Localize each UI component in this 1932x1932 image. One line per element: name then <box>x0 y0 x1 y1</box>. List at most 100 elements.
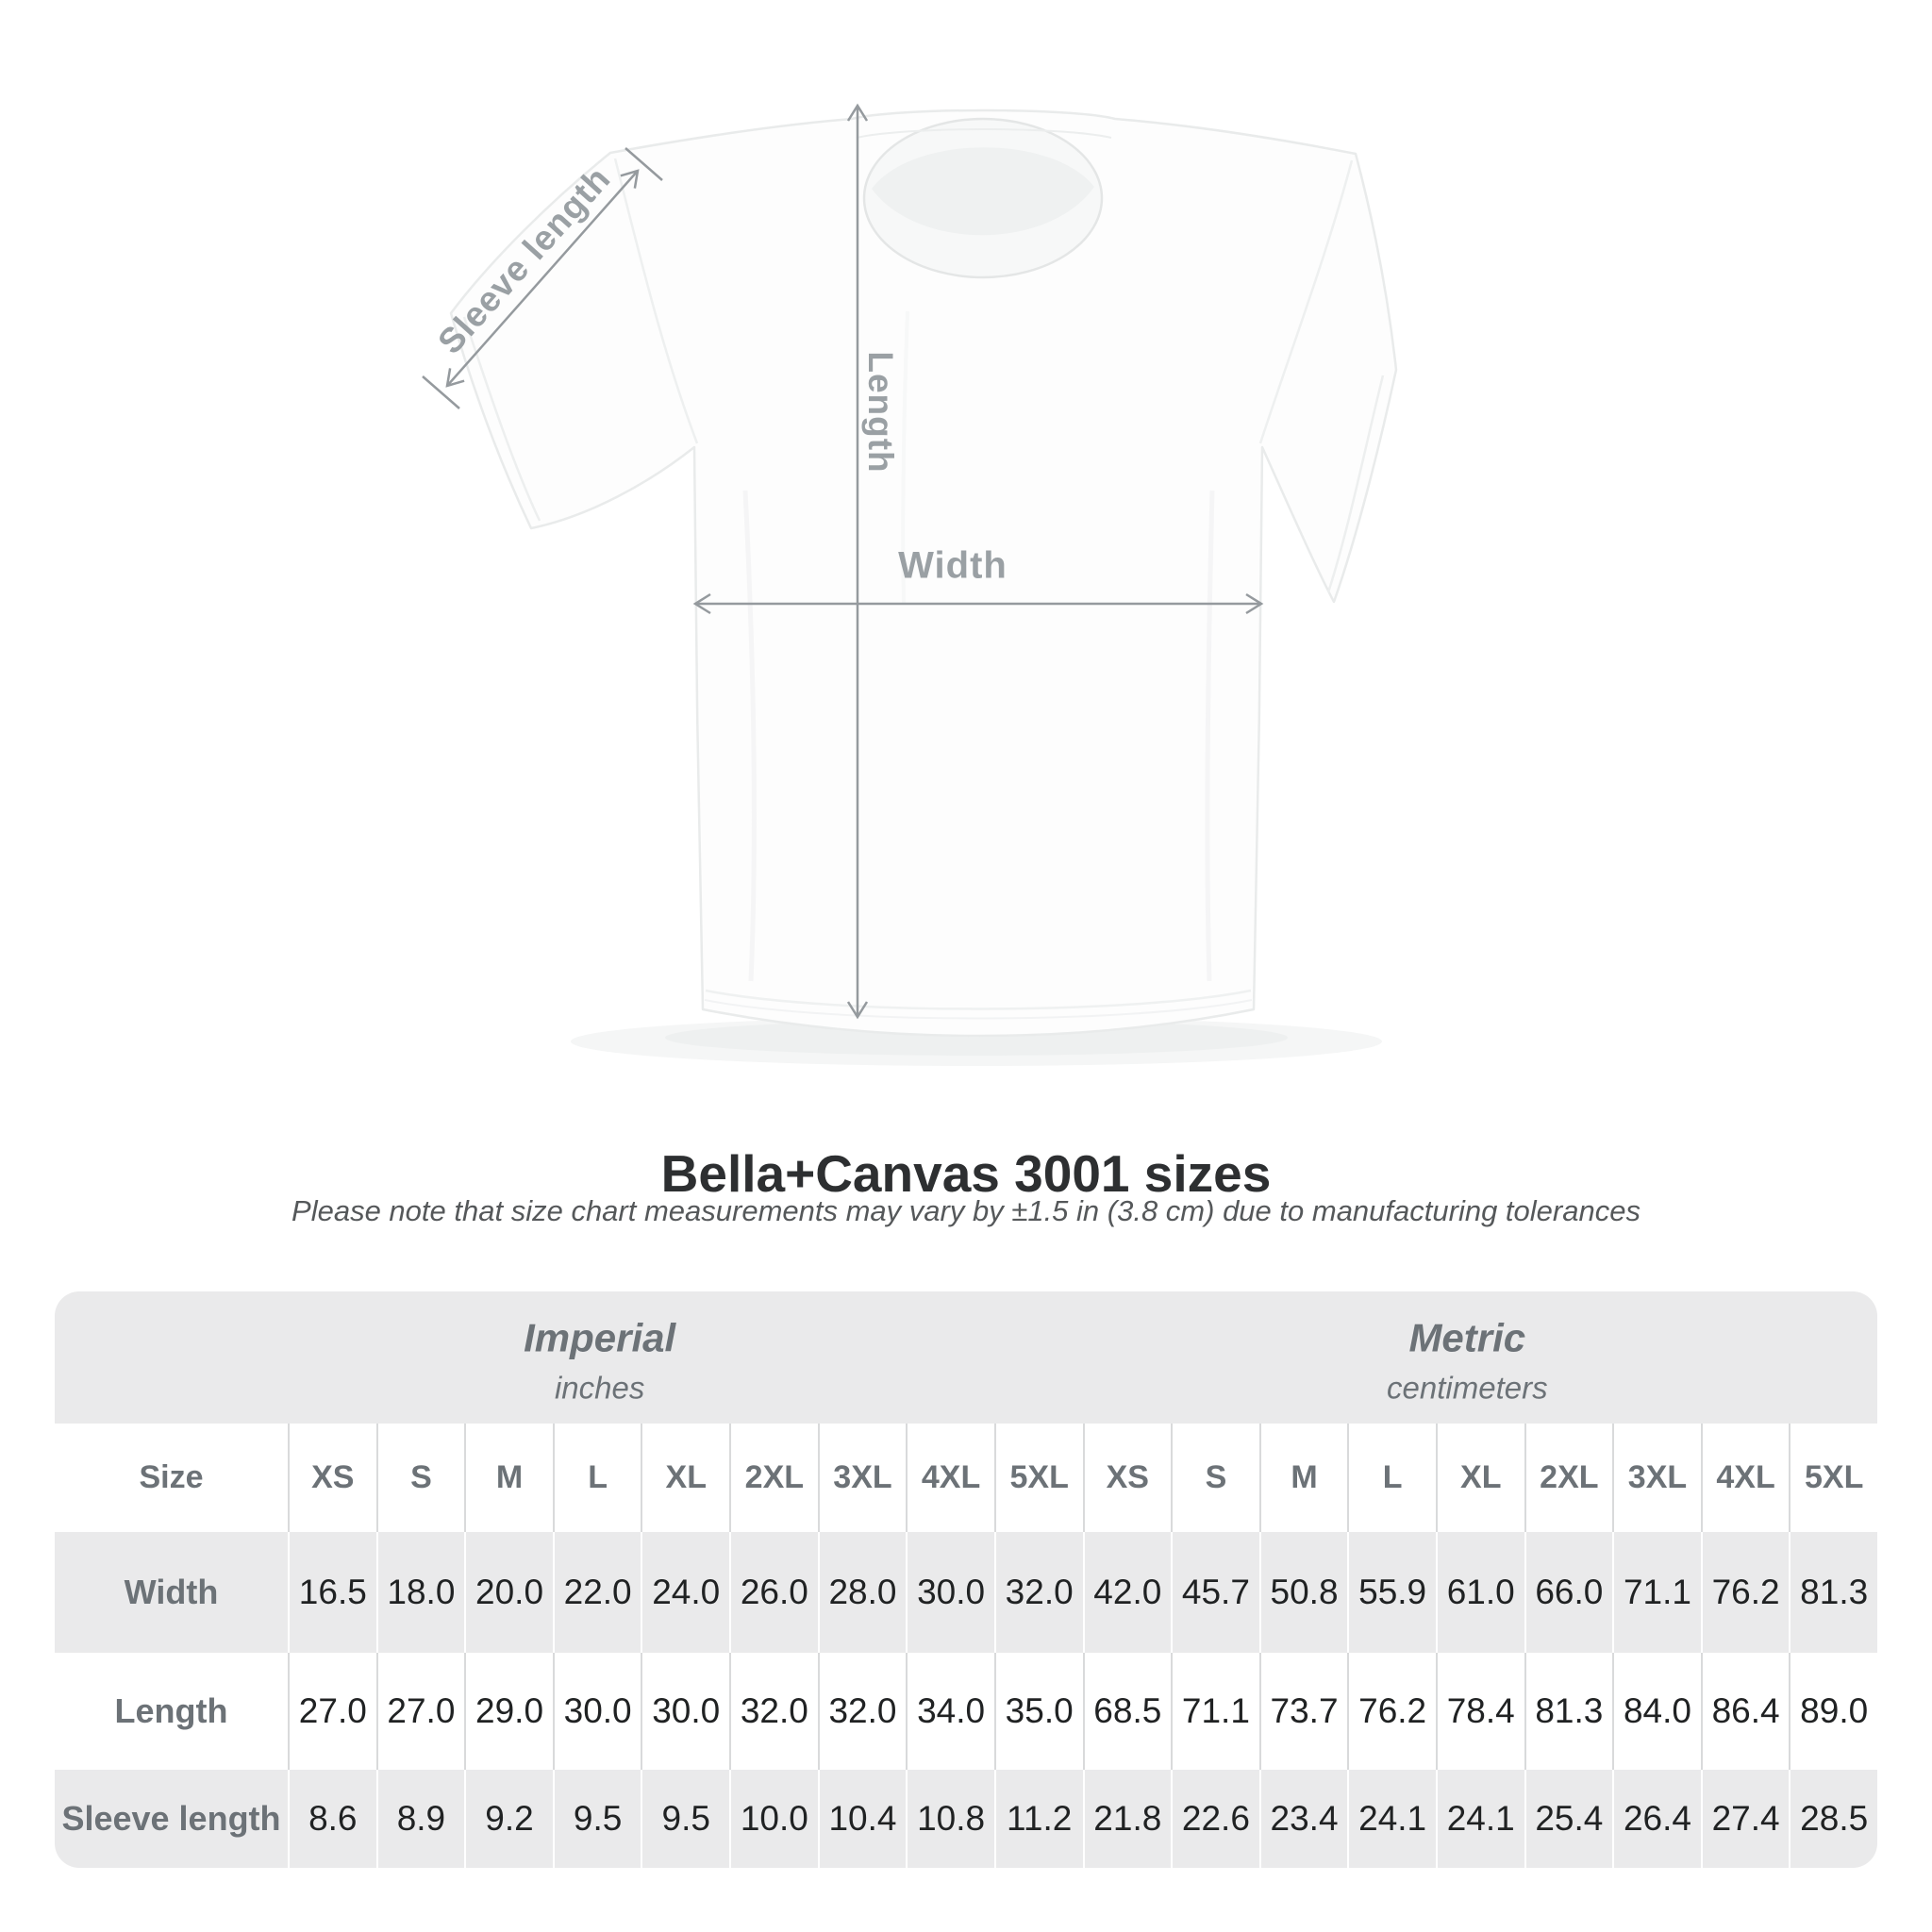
size-header-cell: 5XL <box>1789 1424 1877 1532</box>
value-cell: 71.1 <box>1171 1653 1259 1770</box>
tshirt-illustration <box>422 103 1398 1056</box>
value-cell: 9.5 <box>641 1770 729 1868</box>
value-cell: 28.0 <box>817 1532 907 1653</box>
value-cell: 81.3 <box>1789 1532 1877 1653</box>
size-header-cell: 2XL <box>729 1424 818 1532</box>
value-cell: 24.1 <box>1435 1770 1524 1868</box>
metric-group-unit: centimeters <box>1387 1371 1548 1407</box>
size-header-cell: XL <box>1435 1424 1524 1532</box>
value-cell: 45.7 <box>1171 1532 1259 1653</box>
value-cell: 76.2 <box>1700 1532 1790 1653</box>
value-cell: 30.0 <box>641 1653 729 1770</box>
imperial-group-header: Imperial inches <box>524 1316 675 1407</box>
size-header-cell: XS <box>288 1424 376 1532</box>
bottom-hem-stitch <box>705 989 1252 1010</box>
fold-line <box>1205 490 1215 982</box>
value-cell: 32.0 <box>993 1532 1083 1653</box>
row-label: Sleeve length <box>61 1799 281 1838</box>
size-header-cell: M <box>464 1424 553 1532</box>
sleeve-arrow-start-tick <box>422 375 460 409</box>
value-cell: 26.0 <box>729 1532 818 1653</box>
value-cell: 11.2 <box>993 1770 1083 1868</box>
right-cuff-hem <box>1326 375 1385 593</box>
size-header-cell: M <box>1258 1424 1348 1532</box>
value-cell: 22.6 <box>1171 1770 1259 1868</box>
value-cell: 24.0 <box>641 1532 729 1653</box>
value-cell: 86.4 <box>1700 1653 1790 1770</box>
size-header-cell: XL <box>641 1424 729 1532</box>
value-cell: 27.0 <box>375 1653 465 1770</box>
collar-seam <box>856 128 1112 139</box>
value-cell: 81.3 <box>1524 1653 1613 1770</box>
imperial-group-unit: inches <box>554 1371 645 1407</box>
right-armhole-seam <box>1258 159 1354 444</box>
metric-group-title: Metric <box>1408 1315 1526 1360</box>
value-cell: 30.0 <box>552 1653 641 1770</box>
unit-group-header-band: Imperial inches Metric centimeters <box>55 1291 1877 1424</box>
width-label: Width <box>898 544 1008 587</box>
size-header-cell: L <box>1347 1424 1436 1532</box>
value-cell: 50.8 <box>1258 1532 1348 1653</box>
value-cell: 22.0 <box>552 1532 641 1653</box>
value-cell: 34.0 <box>906 1653 994 1770</box>
metric-group-header: Metric centimeters <box>1387 1316 1548 1407</box>
size-column-header: Size <box>139 1459 204 1495</box>
size-header-cell: XS <box>1082 1424 1172 1532</box>
size-header-cell: S <box>375 1424 465 1532</box>
size-header-cell: L <box>552 1424 641 1532</box>
size-header-cell: 3XL <box>1612 1424 1701 1532</box>
value-cell: 28.5 <box>1789 1770 1877 1868</box>
imperial-group-title: Imperial <box>524 1315 676 1360</box>
value-cell: 29.0 <box>464 1653 553 1770</box>
value-cell: 25.4 <box>1524 1770 1613 1868</box>
fold-line <box>742 490 757 982</box>
value-cell: 24.1 <box>1347 1770 1436 1868</box>
size-header-cell: 4XL <box>1700 1424 1790 1532</box>
value-cell: 73.7 <box>1258 1653 1348 1770</box>
row-label: Length <box>114 1691 228 1730</box>
value-cell: 16.5 <box>288 1532 376 1653</box>
value-cell: 89.0 <box>1789 1653 1877 1770</box>
collar-back-panel <box>872 147 1094 236</box>
value-cell: 23.4 <box>1258 1770 1348 1868</box>
value-cell: 9.2 <box>464 1770 553 1868</box>
tolerance-note: Please note that size chart measurements… <box>291 1194 1641 1227</box>
width-row: Width 16.5 18.0 20.0 22.0 24.0 26.0 28.0… <box>55 1532 1877 1653</box>
value-cell: 76.2 <box>1347 1653 1436 1770</box>
value-cell: 10.4 <box>817 1770 907 1868</box>
page-title: Bella+Canvas 3001 sizes <box>660 1144 1272 1203</box>
sleeve-arrow-end-tick <box>625 147 663 181</box>
bottom-hem-stitch-2 <box>704 999 1253 1020</box>
value-cell: 9.5 <box>552 1770 641 1868</box>
value-cell: 66.0 <box>1524 1532 1613 1653</box>
value-cell: 32.0 <box>817 1653 907 1770</box>
value-cell: 42.0 <box>1082 1532 1172 1653</box>
value-cell: 27.0 <box>288 1653 376 1770</box>
value-cell: 61.0 <box>1435 1532 1524 1653</box>
value-cell: 20.0 <box>464 1532 553 1653</box>
value-cell: 21.8 <box>1082 1770 1172 1868</box>
tshirt-measurement-diagram: Sleeve length Length Width <box>422 103 1398 1056</box>
size-header-cell: 3XL <box>817 1424 907 1532</box>
length-label: Length <box>861 351 900 474</box>
sleeve-length-row: Sleeve length 8.6 8.9 9.2 9.5 9.5 10.0 1… <box>55 1770 1877 1868</box>
size-header-cell: S <box>1171 1424 1259 1532</box>
size-header-cell: 5XL <box>993 1424 1083 1532</box>
value-cell: 10.8 <box>906 1770 994 1868</box>
value-cell: 84.0 <box>1612 1653 1701 1770</box>
row-label: Width <box>124 1573 219 1611</box>
size-header-row: Size XS S M L XL 2XL 3XL 4XL 5XL XS S M … <box>55 1424 1877 1532</box>
value-cell: 32.0 <box>729 1653 818 1770</box>
value-cell: 35.0 <box>993 1653 1083 1770</box>
value-cell: 10.0 <box>729 1770 818 1868</box>
value-cell: 55.9 <box>1347 1532 1436 1653</box>
size-chart-table: Imperial inches Metric centimeters Size … <box>55 1291 1877 1868</box>
value-cell: 68.5 <box>1082 1653 1172 1770</box>
value-cell: 8.6 <box>288 1770 376 1868</box>
value-cell: 30.0 <box>906 1532 994 1653</box>
value-cell: 18.0 <box>375 1532 465 1653</box>
fold-line <box>901 310 909 605</box>
value-cell: 78.4 <box>1435 1653 1524 1770</box>
size-header-cell: 2XL <box>1524 1424 1613 1532</box>
